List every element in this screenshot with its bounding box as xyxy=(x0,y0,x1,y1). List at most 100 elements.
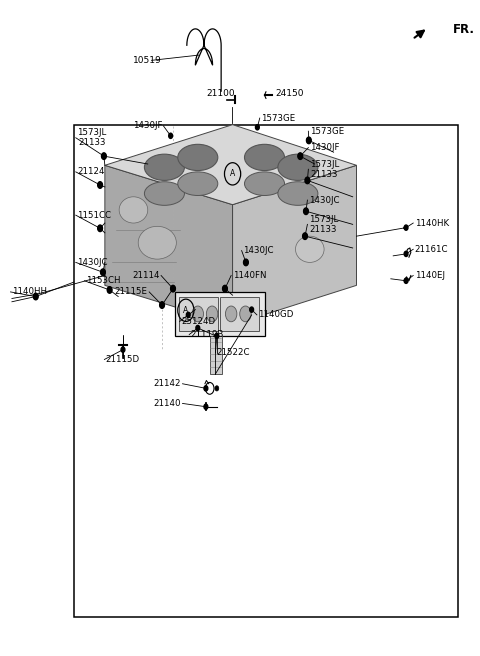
Circle shape xyxy=(240,306,251,322)
Text: 1573GE: 1573GE xyxy=(261,113,295,123)
Text: 1140FN: 1140FN xyxy=(233,271,266,280)
Ellipse shape xyxy=(178,144,218,171)
Text: 21522C: 21522C xyxy=(217,348,251,358)
Text: FR.: FR. xyxy=(453,23,475,36)
Circle shape xyxy=(223,285,228,292)
Text: 21115E: 21115E xyxy=(115,287,148,297)
Text: 21114: 21114 xyxy=(132,271,160,280)
Circle shape xyxy=(226,306,237,322)
Circle shape xyxy=(404,251,408,256)
Ellipse shape xyxy=(244,172,285,195)
Text: 1140HH: 1140HH xyxy=(12,287,47,297)
Text: 1573JL
21133: 1573JL 21133 xyxy=(309,215,338,234)
Polygon shape xyxy=(105,165,233,325)
Ellipse shape xyxy=(138,226,176,259)
Ellipse shape xyxy=(178,172,218,195)
Text: 10519: 10519 xyxy=(133,56,162,65)
Text: 1140HK: 1140HK xyxy=(415,218,449,228)
Ellipse shape xyxy=(144,154,184,180)
Circle shape xyxy=(255,125,259,130)
Circle shape xyxy=(305,177,310,184)
Circle shape xyxy=(223,286,227,291)
Text: 1573JL
21133: 1573JL 21133 xyxy=(77,128,107,148)
Polygon shape xyxy=(105,125,357,205)
Circle shape xyxy=(206,306,218,322)
Text: 1573GE: 1573GE xyxy=(310,127,344,136)
Circle shape xyxy=(160,302,164,308)
Bar xyxy=(220,297,259,331)
Text: 1430JF: 1430JF xyxy=(310,143,339,152)
Text: 1573JL
21133: 1573JL 21133 xyxy=(310,159,339,179)
Circle shape xyxy=(304,209,308,214)
Circle shape xyxy=(98,225,102,232)
Circle shape xyxy=(34,293,38,300)
Circle shape xyxy=(404,225,408,230)
Ellipse shape xyxy=(244,144,285,171)
Circle shape xyxy=(196,325,200,331)
Text: A: A xyxy=(183,306,189,315)
Circle shape xyxy=(204,404,208,409)
Circle shape xyxy=(160,302,165,308)
Circle shape xyxy=(171,286,175,291)
Circle shape xyxy=(168,133,172,138)
Circle shape xyxy=(299,154,302,159)
Text: 21100: 21100 xyxy=(206,89,235,98)
Text: 21115D: 21115D xyxy=(106,355,140,364)
Circle shape xyxy=(303,233,307,239)
FancyArrowPatch shape xyxy=(415,31,424,37)
Circle shape xyxy=(215,333,219,338)
Circle shape xyxy=(186,312,190,318)
Circle shape xyxy=(98,226,102,231)
Circle shape xyxy=(306,137,311,144)
Text: 21161C: 21161C xyxy=(415,245,448,254)
Circle shape xyxy=(303,234,307,239)
Text: 1140GD: 1140GD xyxy=(258,310,294,319)
Ellipse shape xyxy=(278,154,318,180)
Circle shape xyxy=(192,306,204,322)
Text: 1140EJ: 1140EJ xyxy=(415,271,444,280)
Circle shape xyxy=(215,386,219,391)
Text: 1153CH: 1153CH xyxy=(86,276,120,285)
Text: 24150: 24150 xyxy=(276,89,304,98)
Text: 1430JC: 1430JC xyxy=(309,195,339,205)
Circle shape xyxy=(404,278,408,283)
Circle shape xyxy=(307,138,311,143)
Circle shape xyxy=(250,307,253,312)
Polygon shape xyxy=(233,165,357,325)
Circle shape xyxy=(305,178,309,183)
Text: 1430JC: 1430JC xyxy=(77,258,108,267)
Text: 25124D: 25124D xyxy=(181,317,215,326)
Text: 1430JF: 1430JF xyxy=(132,121,162,131)
Text: 21124: 21124 xyxy=(77,167,105,176)
Circle shape xyxy=(98,182,102,188)
Text: A: A xyxy=(230,169,235,178)
Ellipse shape xyxy=(296,236,324,262)
Circle shape xyxy=(108,287,111,293)
Ellipse shape xyxy=(119,197,148,223)
Circle shape xyxy=(102,154,106,159)
Circle shape xyxy=(303,208,308,215)
Circle shape xyxy=(204,386,208,391)
Ellipse shape xyxy=(278,182,318,205)
Bar xyxy=(175,292,264,336)
Text: 1430JC: 1430JC xyxy=(243,246,274,255)
Circle shape xyxy=(101,153,106,159)
Circle shape xyxy=(243,259,248,266)
Circle shape xyxy=(34,294,37,299)
Circle shape xyxy=(107,287,112,293)
Circle shape xyxy=(170,285,175,292)
Ellipse shape xyxy=(144,182,184,205)
Text: 1151CC: 1151CC xyxy=(77,211,111,220)
Text: 21142: 21142 xyxy=(154,379,181,388)
Circle shape xyxy=(298,153,303,159)
Circle shape xyxy=(121,347,125,352)
Circle shape xyxy=(101,269,105,276)
Text: 21140: 21140 xyxy=(154,399,181,408)
Bar xyxy=(179,297,218,331)
Circle shape xyxy=(244,260,248,265)
Circle shape xyxy=(98,182,102,188)
Text: 21119B: 21119B xyxy=(191,330,224,339)
Bar xyxy=(74,125,457,617)
Bar xyxy=(210,336,222,374)
Circle shape xyxy=(101,270,105,275)
